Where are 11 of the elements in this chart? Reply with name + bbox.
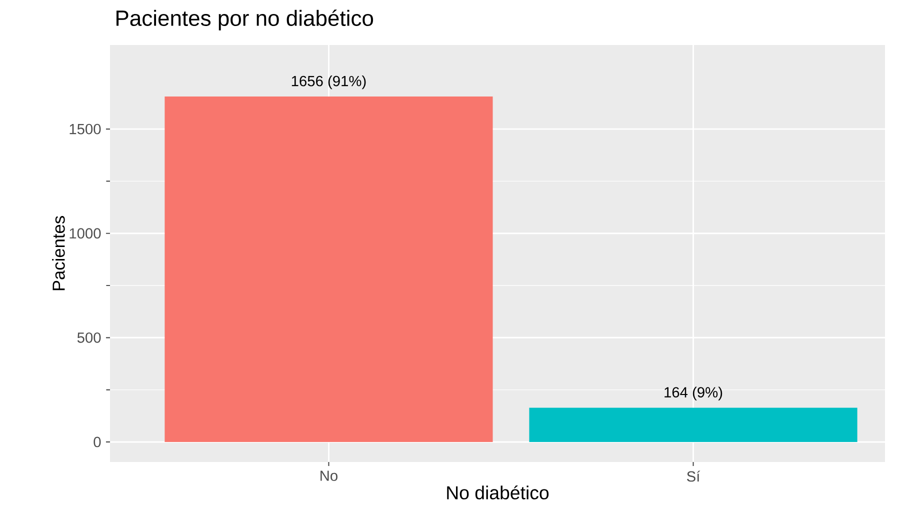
y-tick-label: 1500 <box>70 124 101 134</box>
y-tick-label: 1000 <box>70 228 101 239</box>
y-tick-label: 0 <box>94 436 101 448</box>
x-tick-label: No <box>320 470 338 481</box>
x-tick-label: Sí <box>686 470 700 482</box>
data-label: 1656 (91%) <box>292 75 366 90</box>
y-tick-label: 500 <box>77 332 101 343</box>
y-axis-title: Pacientes <box>52 216 65 290</box>
data-label: 164 (9%) <box>664 386 722 400</box>
x-axis-title: No diabético <box>447 485 549 500</box>
chart-title: Pacientes por no diabético <box>116 10 374 30</box>
